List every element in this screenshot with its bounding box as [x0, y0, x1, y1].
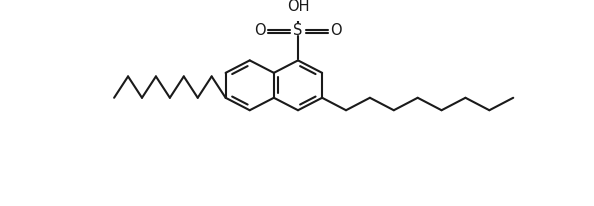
Text: O: O — [330, 23, 342, 38]
Text: OH: OH — [287, 0, 309, 14]
Text: O: O — [254, 23, 266, 38]
Text: S: S — [293, 23, 303, 38]
